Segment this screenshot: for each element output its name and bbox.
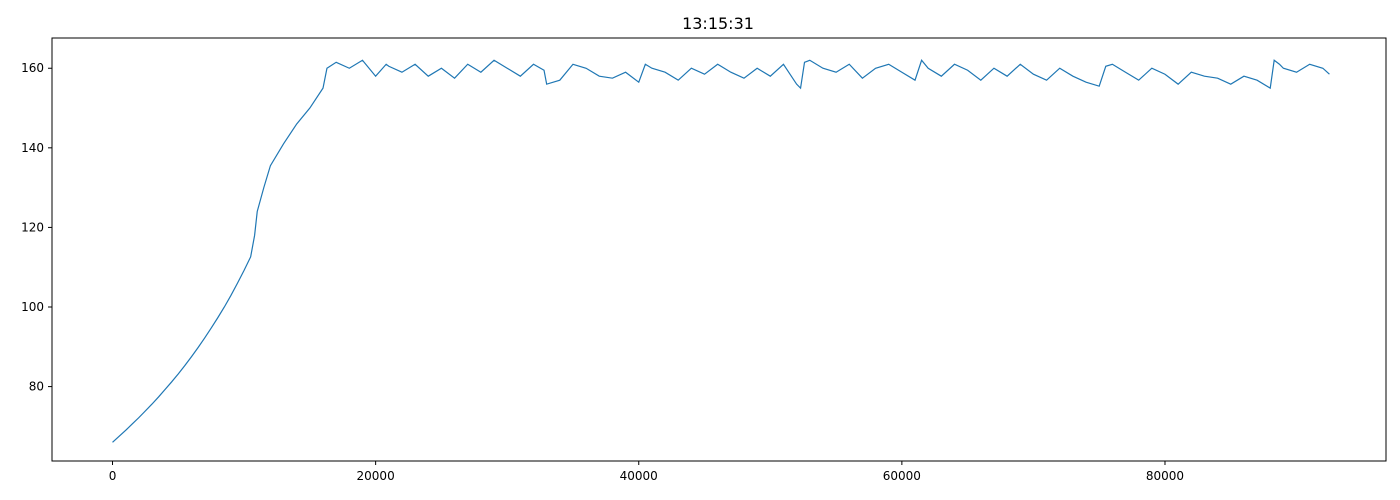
x-tick-label: 60000 [883, 469, 921, 483]
y-tick-label: 100 [21, 300, 44, 314]
axes-frame [51, 37, 1387, 462]
x-tick-label: 20000 [357, 469, 395, 483]
plot-area [112, 59, 1330, 443]
x-tick-label: 80000 [1146, 469, 1184, 483]
x-axis: 0 20000 40000 60000 80000 [109, 461, 1184, 483]
chart-title: 13:15:31 [682, 14, 754, 33]
y-axis: 80 100 120 140 160 [21, 61, 52, 394]
series-line-0 [112, 59, 1330, 443]
y-tick-label: 140 [21, 141, 44, 155]
x-tick-label: 0 [109, 469, 117, 483]
y-tick-label: 160 [21, 61, 44, 75]
x-tick-label: 40000 [620, 469, 658, 483]
y-tick-label: 120 [21, 220, 44, 234]
y-tick-label: 80 [29, 380, 44, 394]
